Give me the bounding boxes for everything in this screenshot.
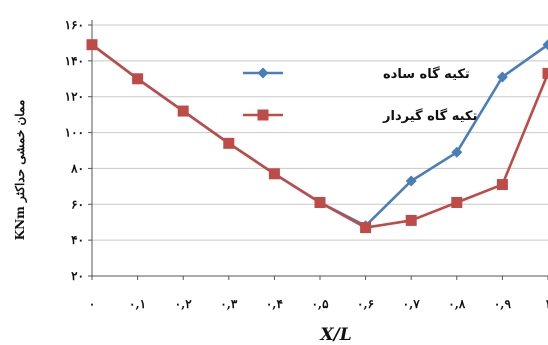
x-tick-label: ۰,۷: [403, 297, 421, 311]
x-tick-label: ۰,۶: [357, 297, 374, 311]
y-tick-label: ۲۰: [71, 269, 84, 283]
y-axis-label: KNm ممان خمشی حداکثر: [13, 100, 28, 241]
data-point-square: [542, 67, 548, 79]
data-point-square: [451, 196, 463, 208]
series-1: [86, 39, 548, 234]
legend-item-0: تکیه گاه ساده: [243, 66, 470, 82]
x-tick-label: ۰,۱: [129, 297, 146, 311]
data-point-square: [268, 168, 280, 180]
y-tick-label: ۱۲۰: [65, 90, 84, 104]
x-tick-label: ۰,۴: [266, 297, 283, 311]
legend-label: تکیه گاه گیردار: [382, 108, 477, 124]
x-axis-label: X/L: [319, 325, 351, 345]
y-tick-label: ۱۰۰: [65, 126, 84, 140]
legend-marker-square: [257, 109, 269, 121]
data-point-square: [496, 179, 508, 191]
y-tick-labels: ۲۰ ۴۰ ۶۰ ۸۰ ۱۰۰ ۱۲۰ ۱۴۰ ۱۶۰: [65, 18, 84, 283]
data-point-diamond: [496, 71, 508, 83]
y-tick-label: ۱۶۰: [65, 18, 84, 32]
legend-item-1: تکیه گاه گیردار: [243, 108, 477, 124]
data-point-diamond: [405, 175, 417, 187]
y-tick-label: ۱۴۰: [65, 54, 84, 68]
data-point-square: [177, 105, 189, 117]
data-point-square: [360, 222, 372, 234]
series-group: [86, 39, 548, 234]
data-point-square: [86, 39, 98, 51]
data-point-diamond: [542, 39, 548, 51]
x-tick-labels: ۰ ۰,۱ ۰,۲ ۰,۳ ۰,۴ ۰,۵ ۰,۶ ۰,۷ ۰,۸ ۰,۹ ۱: [89, 297, 548, 311]
x-tick-label: ۱: [545, 297, 548, 311]
x-tick-label: ۰,۵: [311, 297, 329, 311]
x-tick-label: ۰,۳: [220, 297, 238, 311]
legend: تکیه گاه ساده تکیه گاه گیردار: [243, 66, 477, 124]
data-point-diamond: [451, 146, 463, 158]
data-point-square: [314, 196, 326, 208]
legend-label: تکیه گاه ساده: [383, 66, 470, 82]
x-tick-label: ۰,۹: [494, 297, 512, 311]
y-tick-label: ۶۰: [71, 197, 84, 211]
x-tick-label: ۰: [89, 297, 95, 311]
y-tick-label: ۸۰: [70, 161, 84, 175]
legend-marker-diamond: [257, 67, 269, 79]
data-point-square: [223, 137, 235, 149]
x-tick-label: ۰,۲: [175, 297, 193, 311]
data-point-square: [132, 73, 144, 85]
x-tick-label: ۰,۸: [448, 297, 466, 311]
data-point-square: [405, 214, 417, 226]
grid-lines: [92, 24, 548, 241]
y-tick-label: ۴۰: [71, 233, 84, 247]
axes: [88, 20, 548, 280]
